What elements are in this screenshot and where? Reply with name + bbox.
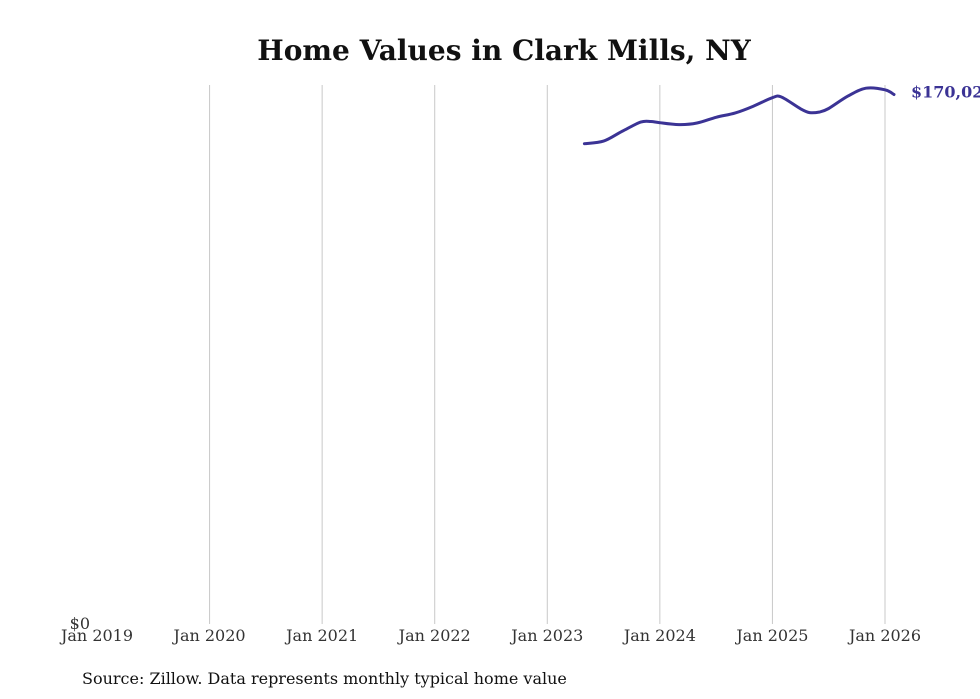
x-tick-label: Jan 2026 xyxy=(847,626,921,645)
x-tick-label: Jan 2022 xyxy=(397,626,471,645)
x-tick-label: Jan 2024 xyxy=(622,626,696,645)
source-note: Source: Zillow. Data represents monthly … xyxy=(82,669,567,688)
x-tick-label: Jan 2019 xyxy=(59,626,133,645)
x-tick-label: Jan 2025 xyxy=(734,626,808,645)
series-line-0 xyxy=(582,86,896,146)
series-group: $170,02 xyxy=(582,83,980,146)
x-tick-label: Jan 2021 xyxy=(284,626,358,645)
end-value-label: $170,02 xyxy=(911,83,980,102)
x-tick-label: Jan 2023 xyxy=(509,626,583,645)
chart-title: Home Values in Clark Mills, NY xyxy=(257,34,751,67)
x-axis: Jan 2019 Jan 2020 Jan 2021 Jan 2022 Jan 2023… xyxy=(59,626,921,645)
x-tick-label: Jan 2020 xyxy=(172,626,246,645)
y-tick-label-zero: $0 xyxy=(70,614,90,633)
grid xyxy=(209,85,886,624)
